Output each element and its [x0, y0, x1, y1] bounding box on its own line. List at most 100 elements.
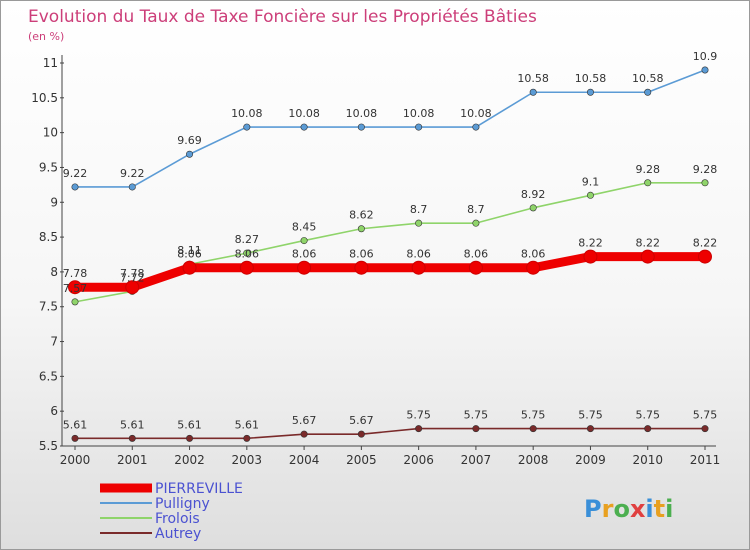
- chart-title: Evolution du Taux de Taxe Foncière sur l…: [28, 7, 537, 27]
- data-point: [644, 425, 652, 433]
- x-tick-label: 2003: [232, 453, 263, 467]
- data-label: 8.06: [464, 248, 489, 261]
- data-point: [586, 88, 594, 96]
- x-tick-label: 2001: [117, 453, 148, 467]
- series-line-frolois: [74, 181, 706, 303]
- data-label: 8.06: [521, 248, 546, 261]
- data-point: [186, 150, 194, 158]
- data-label: 10.08: [346, 107, 378, 120]
- data-point: [526, 260, 541, 275]
- data-point: [698, 249, 712, 264]
- y-tick-label: 7.5: [39, 300, 58, 314]
- data-label: 8.22: [635, 237, 660, 250]
- y-tick-label: 5.5: [39, 439, 58, 453]
- data-label: 5.75: [521, 409, 546, 422]
- data-label: 9.69: [177, 134, 202, 147]
- data-label: 8.92: [521, 188, 546, 201]
- data-label: 10.58: [632, 72, 664, 85]
- data-point: [243, 434, 251, 442]
- y-tick-label: 6: [50, 404, 58, 418]
- data-point: [472, 425, 480, 433]
- logo-letter: o: [613, 495, 630, 523]
- data-labels: 7.78 7.78 8.06 8.06 8.06 8.06 8.06 8.06 8.06 8.22…: [63, 50, 718, 431]
- data-point: [243, 123, 251, 131]
- y-tick-label: 10.5: [31, 91, 58, 105]
- data-point: [586, 425, 594, 433]
- data-point: [125, 280, 140, 295]
- data-point: [357, 430, 365, 438]
- data-label: 9.1: [582, 175, 600, 188]
- data-point: [357, 225, 365, 233]
- data-point: [701, 425, 709, 433]
- data-label: 7.57: [63, 282, 88, 295]
- data-label: 8.45: [292, 221, 317, 234]
- series-group: [68, 66, 712, 442]
- logo-text: Proxiti: [584, 495, 673, 523]
- data-label: 5.75: [635, 409, 660, 422]
- data-point: [472, 123, 480, 131]
- data-label: 5.67: [292, 414, 317, 427]
- data-label: 8.27: [235, 233, 260, 246]
- chart-subtitle: (en %): [28, 30, 64, 43]
- data-point: [583, 249, 598, 264]
- data-label: 8.22: [693, 237, 718, 250]
- data-point: [297, 260, 312, 275]
- data-point: [354, 260, 369, 275]
- data-point: [128, 183, 136, 191]
- x-tick-label: 2002: [174, 453, 205, 467]
- data-point: [68, 280, 82, 295]
- legend-label: PIERREVILLE: [155, 481, 243, 497]
- data-label: 7.78: [120, 267, 145, 280]
- data-label: 5.61: [177, 418, 202, 431]
- x-tick-label: 2011: [690, 453, 721, 467]
- y-tick-label: 8.5: [39, 230, 58, 244]
- data-label: 7.72: [120, 271, 145, 284]
- data-point: [300, 123, 308, 131]
- y-tick-label: 11: [43, 56, 58, 70]
- logo-letter: P: [584, 495, 602, 523]
- data-point: [529, 204, 537, 212]
- data-label: 10.58: [575, 72, 607, 85]
- legend-label: Frolois: [155, 511, 200, 527]
- data-label: 9.28: [635, 163, 660, 176]
- x-tick-label: 2006: [403, 453, 434, 467]
- data-label: 10.08: [460, 107, 492, 120]
- data-label: 5.75: [406, 409, 431, 422]
- data-label: 10.08: [288, 107, 320, 120]
- data-label: 5.75: [693, 409, 718, 422]
- data-point: [357, 123, 365, 131]
- data-point: [701, 66, 709, 74]
- data-label: 5.61: [120, 418, 145, 431]
- data-point: [71, 183, 79, 191]
- data-point: [128, 434, 136, 442]
- data-label: 9.28: [693, 163, 718, 176]
- x-tick-label: 2000: [60, 453, 91, 467]
- logo-letter: i: [665, 495, 673, 523]
- data-point: [71, 298, 79, 306]
- logo-letter: r: [602, 495, 614, 523]
- data-point: [415, 425, 423, 433]
- data-label: 8.62: [349, 209, 374, 222]
- y-tick-label: 9: [50, 195, 58, 209]
- data-label: 5.75: [464, 409, 489, 422]
- y-tick-label: 6.5: [39, 369, 58, 383]
- data-point: [644, 179, 652, 187]
- x-tick-label: 2008: [518, 453, 549, 467]
- data-label: 10.58: [517, 72, 549, 85]
- data-label: 9.22: [120, 167, 145, 180]
- data-point: [182, 260, 197, 275]
- logo-letter: x: [630, 495, 646, 523]
- data-label: 9.22: [63, 167, 88, 180]
- data-label: 8.7: [410, 203, 428, 216]
- data-label: 8.06: [292, 248, 317, 261]
- data-label: 8.7: [467, 203, 485, 216]
- data-label: 8.06: [177, 248, 202, 261]
- data-label: 10.08: [403, 107, 435, 120]
- data-point: [411, 260, 426, 275]
- series-line-autrey: [74, 427, 706, 440]
- data-label: 10.08: [231, 107, 263, 120]
- x-tick-label: 2009: [575, 453, 606, 467]
- data-label: 5.61: [63, 418, 88, 431]
